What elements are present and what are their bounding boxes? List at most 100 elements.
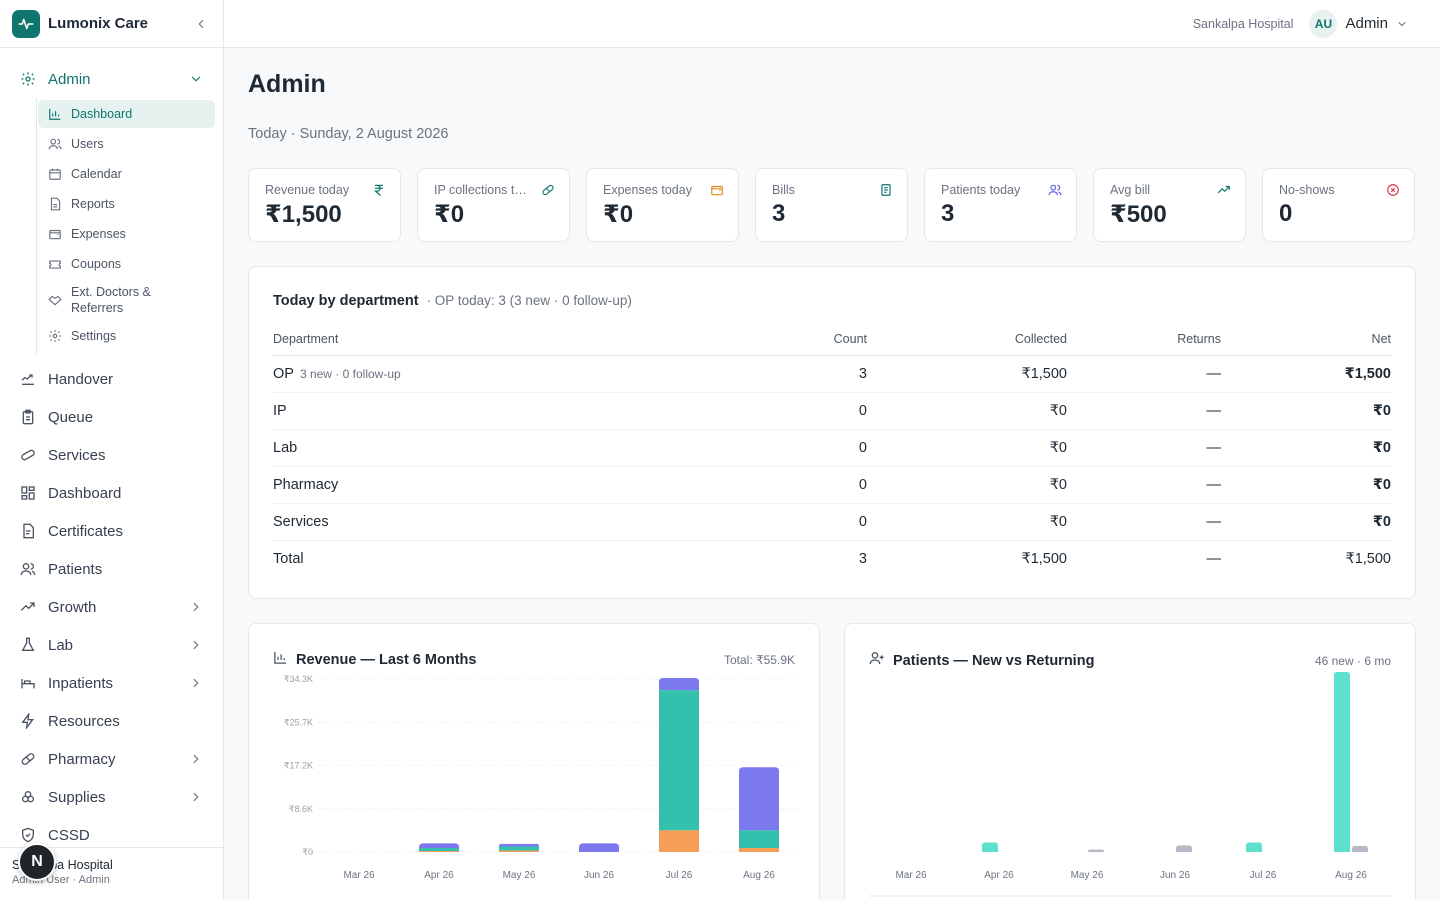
kpi-label: Expenses today — [603, 183, 692, 197]
calendar-icon — [48, 167, 62, 181]
kpi-card-expenses: Expenses today ₹0 — [586, 168, 739, 242]
department-card: Today by department · OP today: 3 (3 new… — [248, 266, 1416, 599]
sidebar-item-pharmacy[interactable]: Pharmacy — [0, 740, 223, 778]
sidebar-subitem-dashboard[interactable]: Dashboard — [38, 100, 215, 128]
bar-segment — [499, 843, 539, 847]
kpi-value: ₹0 — [603, 201, 634, 228]
kpi-card-revenue: Revenue today ₹1,500 — [248, 168, 401, 242]
sidebar-subitem-coupons[interactable]: Coupons — [38, 250, 215, 278]
net-cell: ₹0 — [1221, 392, 1391, 430]
sidebar-subitem-reports[interactable]: Reports — [38, 190, 215, 218]
avatar[interactable]: AU — [1309, 9, 1338, 38]
kpi-value: ₹0 — [434, 201, 465, 228]
sidebar-item-label: Admin — [48, 70, 91, 88]
pulse-logo-icon[interactable] — [12, 9, 40, 38]
kpi-label: Patients today — [941, 183, 1021, 197]
sidebar-subitem-label: Calendar — [71, 167, 122, 181]
sidebar-subitem-ext-doctors[interactable]: Ext. Doctors & Referrers — [38, 280, 215, 320]
department-name: Lab — [273, 429, 733, 467]
department-name: Pharmacy — [273, 466, 733, 504]
trending-icon — [1217, 183, 1231, 197]
department-name: Services — [273, 503, 733, 541]
department-name: OP — [273, 365, 294, 382]
table-row: Pharmacy 0 ₹0 — ₹0 — [273, 466, 1391, 504]
sidebar-item-resources[interactable]: Resources — [0, 702, 223, 740]
sidebar-item-label: Resources — [48, 712, 120, 730]
sidebar-item-handover[interactable]: Handover — [0, 360, 223, 398]
y-tick-label: ₹17.2K — [284, 761, 313, 771]
sidebar-item-label: Growth — [48, 598, 97, 616]
revenue-chart-header: Revenue — Last 6 Months Total: ₹55.9K — [273, 650, 795, 670]
sidebar-nav: Admin Dashboard Users Calendar Reports — [0, 48, 223, 854]
sidebar-subitem-settings[interactable]: Settings — [38, 322, 215, 350]
column-header: Returns — [1067, 323, 1221, 356]
sidebar-item-certificates[interactable]: Certificates — [0, 512, 223, 550]
sidebar-subitem-label: Coupons — [71, 257, 122, 271]
kpi-value: 0 — [1279, 200, 1293, 227]
chevron-right-icon — [193, 792, 199, 802]
sidebar-item-dashboard[interactable]: Dashboard — [0, 474, 223, 512]
collapse-sidebar-button[interactable] — [191, 14, 211, 34]
user-plus-icon — [869, 650, 885, 671]
sidebar-item-admin[interactable]: Admin — [0, 60, 223, 98]
sidebar-item-label: Supplies — [48, 788, 106, 806]
sidebar-subitem-calendar[interactable]: Calendar — [38, 160, 215, 188]
sidebar-subitem-users[interactable]: Users — [38, 130, 215, 158]
y-tick-label: ₹8.6K — [289, 804, 313, 814]
patients-chart-header: Patients — New vs Returning 46 new · 6 m… — [869, 650, 1391, 671]
sidebar-item-cssd[interactable]: CSSD — [0, 816, 223, 854]
sidebar-item-label: Queue — [48, 408, 94, 426]
sidebar-item-growth[interactable]: Growth — [0, 588, 223, 626]
sidebar-item-label: Patients — [48, 560, 103, 578]
sidebar-item-lab[interactable]: Lab — [0, 626, 223, 664]
sidebar-item-label: Dashboard — [48, 484, 122, 502]
sidebar-item-label: Pharmacy — [48, 750, 116, 768]
net-cell: ₹0 — [1221, 503, 1391, 541]
bolt-icon — [20, 713, 36, 729]
patients-chart-title: Patients — New vs Returning — [893, 652, 1095, 669]
collected-cell: ₹1,500 — [867, 539, 1067, 577]
kpi-value: 3 — [772, 200, 786, 227]
sidebar-item-inpatients[interactable]: Inpatients — [0, 664, 223, 702]
department-note: 3 new · 0 follow-up — [299, 366, 401, 381]
user-menu-button[interactable]: Admin — [1345, 15, 1388, 32]
count-cell: 0 — [733, 392, 867, 430]
table-row: OP 3 new · 0 follow-up 3 ₹1,500 — ₹1,500 — [273, 355, 1391, 393]
shield-icon — [20, 827, 36, 843]
bar-segment — [739, 830, 779, 848]
returns-cell: — — [1067, 503, 1221, 541]
net-cell: ₹1,500 — [1221, 539, 1391, 577]
bandage-icon — [20, 447, 36, 463]
department-table: Department Count Collected Returns Net O… — [273, 323, 1391, 577]
chevron-down-icon[interactable] — [1396, 18, 1408, 30]
sidebar-item-services[interactable]: Services — [0, 436, 223, 474]
bar-segment — [499, 850, 539, 852]
bar-segment — [739, 847, 779, 852]
sidebar-item-supplies[interactable]: Supplies — [0, 778, 223, 816]
handover-icon — [20, 371, 36, 387]
x-tick-label: May 26 — [503, 870, 536, 881]
gear-icon — [20, 71, 36, 87]
sidebar-item-patients[interactable]: Patients — [0, 550, 223, 588]
collected-cell: ₹0 — [867, 466, 1067, 504]
kpi-card-avg-bill: Avg bill ₹500 — [1093, 168, 1246, 242]
table-header-row: Department Count Collected Returns Net — [273, 323, 1391, 356]
bar — [982, 842, 998, 852]
clipboard-icon — [20, 409, 36, 425]
bar-segment — [419, 843, 459, 848]
sidebar-subitem-expenses[interactable]: Expenses — [38, 220, 215, 248]
kpi-label: IP collections today — [434, 183, 530, 197]
column-header: Count — [733, 323, 867, 356]
x-circle-icon — [1386, 183, 1400, 197]
bar — [1246, 842, 1262, 852]
handshake-icon — [48, 293, 62, 307]
floating-action-button[interactable]: N — [18, 843, 56, 881]
bar-segment — [659, 830, 699, 852]
returns-cell: — — [1067, 392, 1221, 430]
patients-chart: Mar 26 Apr 26 May 26 Jun 26 Jul 26 Aug 26 — [869, 672, 1393, 897]
gear-icon — [48, 329, 62, 343]
sidebar-item-queue[interactable]: Queue — [0, 398, 223, 436]
ticket-icon — [48, 257, 62, 271]
bar-segment — [739, 767, 779, 831]
count-cell: 0 — [733, 466, 867, 504]
